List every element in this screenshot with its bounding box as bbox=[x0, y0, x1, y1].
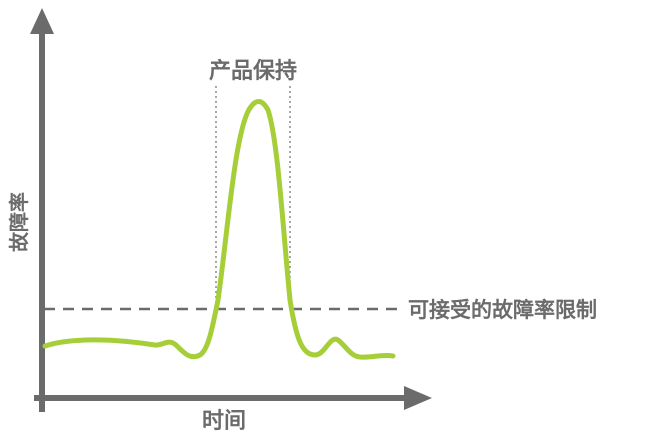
x-axis-label: 时间 bbox=[202, 409, 246, 434]
y-axis-arrow-icon bbox=[30, 8, 54, 34]
failure-rate-curve bbox=[42, 99, 396, 360]
acceptable-limit-label: 可接受的故障率限制 bbox=[408, 298, 597, 322]
y-axis-label: 故障率 bbox=[7, 192, 31, 252]
product-retention-label: 产品保持 bbox=[209, 59, 297, 84]
x-axis-arrow-icon bbox=[404, 386, 432, 410]
